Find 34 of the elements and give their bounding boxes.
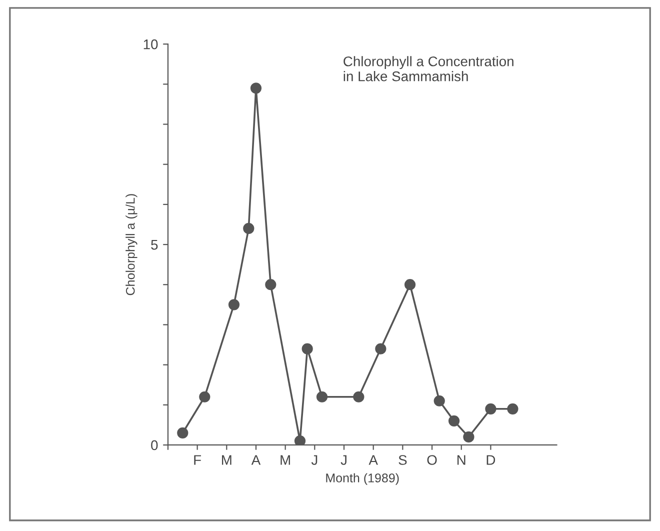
x-axis-title: Month (1989) xyxy=(326,473,399,485)
x-tick-label: M xyxy=(222,455,232,465)
point xyxy=(375,343,386,354)
point xyxy=(485,403,496,414)
point xyxy=(228,299,240,310)
x-tick-label: M xyxy=(280,455,290,465)
point xyxy=(448,415,460,426)
x-tick-label: J xyxy=(340,455,346,465)
x-tick-label: O xyxy=(427,455,437,465)
y-tick-label: 5 xyxy=(151,240,158,250)
point xyxy=(265,279,276,290)
text: Chlorophyll a Concentration in Lake Sammamish xyxy=(344,56,514,82)
point xyxy=(302,343,313,354)
point xyxy=(316,391,328,402)
point xyxy=(243,222,254,234)
point xyxy=(353,391,364,402)
x-tick-label: F xyxy=(194,455,201,465)
x-tick-label: J xyxy=(311,455,318,465)
point xyxy=(250,82,262,94)
y-tick-label: 0 xyxy=(151,440,158,450)
point xyxy=(434,395,445,406)
point xyxy=(177,427,188,439)
x-tick-label: S xyxy=(398,455,407,465)
x-tick-label: A xyxy=(251,455,261,465)
point xyxy=(404,279,416,290)
point xyxy=(507,403,518,414)
x-tick-label: A xyxy=(368,455,378,465)
point xyxy=(199,391,210,402)
y-axis-title: Cholorphyll a (µ/L) xyxy=(126,194,138,296)
y-tick-label: 10 xyxy=(144,39,158,50)
point xyxy=(294,435,306,445)
x-tick-label: N xyxy=(457,455,466,465)
x-tick-label: D xyxy=(486,455,496,465)
point xyxy=(463,431,474,443)
